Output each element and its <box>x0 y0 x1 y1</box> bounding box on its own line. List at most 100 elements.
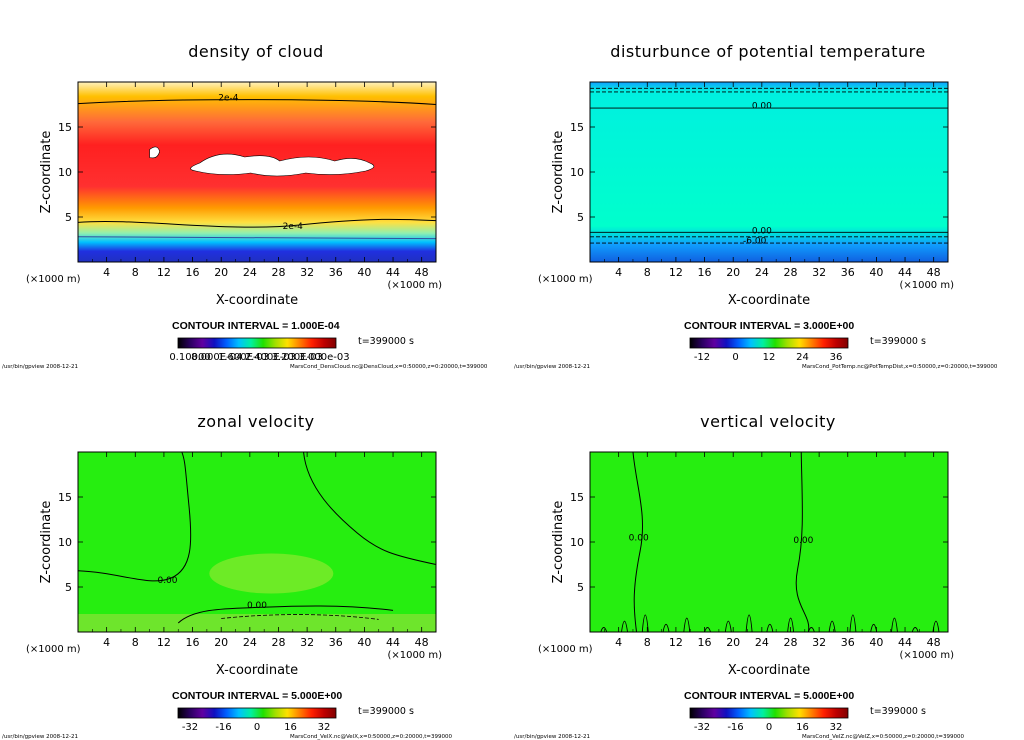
contour-line <box>221 614 379 620</box>
contour-line <box>600 627 608 633</box>
x-unit-label-left: (×1000 m) <box>26 644 81 655</box>
contour-line <box>77 218 437 228</box>
x-tick-label: 24 <box>243 636 257 649</box>
x-tick-label: 44 <box>898 636 912 649</box>
colorbar-label: 32 <box>318 722 331 733</box>
x-axis-label: X-coordinate <box>216 663 298 678</box>
colorbar-label: 3.200E-03 <box>272 352 323 363</box>
x-tick-label: 12 <box>669 636 683 649</box>
colorbar-label: 16 <box>284 722 297 733</box>
y-tick-label: 10 <box>58 166 72 179</box>
x-tick-label: 12 <box>669 266 683 279</box>
x-tick-label: 16 <box>186 266 200 279</box>
contour-line <box>766 623 774 633</box>
colorbar <box>689 337 849 349</box>
x-tick-label: 32 <box>812 636 826 649</box>
x-axis-label: X-coordinate <box>728 663 810 678</box>
x-tick-label: 24 <box>755 266 769 279</box>
colorbar-label: 0 <box>732 352 738 363</box>
x-tick-label: 20 <box>726 266 740 279</box>
field-group <box>77 82 437 262</box>
x-tick-label: 8 <box>132 266 139 279</box>
cloud-patch <box>190 153 375 177</box>
footer-left: /usr/bin/gpview 2008-12-21 <box>514 364 591 370</box>
contour-label: 0.00 <box>793 536 813 546</box>
x-tick-label: 32 <box>812 266 826 279</box>
panel-vertical-velocity: vertical velocity 0.00 0.00 4 8 12 16 20 24 28 32… <box>512 370 1024 740</box>
footer-right: MarsCond_VelZ.nc@VelZ,x=0:50000,z=0:2000… <box>802 734 965 740</box>
colorbar-label: -16 <box>215 722 231 733</box>
colorbar-label: 12 <box>763 352 776 363</box>
panel-potential-temperature: disturbunce of potential temperature 0.0… <box>512 0 1024 370</box>
y-tick-label: 15 <box>570 121 584 134</box>
colorbar <box>689 707 849 719</box>
contour-label: 2e-4 <box>218 93 239 103</box>
y-axis-label: Z-coordinate <box>39 131 54 214</box>
colorbar-label: -12 <box>694 352 710 363</box>
colorbar-label: 3.000e-03 <box>298 352 349 363</box>
y-axis-label: Z-coordinate <box>39 501 54 584</box>
contour-line <box>828 620 836 633</box>
chart-title: zonal velocity <box>197 412 315 431</box>
x-tick-label: 44 <box>386 266 400 279</box>
contour-line <box>849 614 857 633</box>
colorbar-label: 32 <box>830 722 843 733</box>
contour-interval: CONTOUR INTERVAL = 5.000E+00 <box>684 690 855 702</box>
y-axis-label: Z-coordinate <box>551 131 566 214</box>
x-tick-label: 48 <box>415 636 429 649</box>
chart-svg: 2e-42e-44 8 12 16 20 24 28 32 36 40 44 4851015(×100… <box>26 81 442 363</box>
footer-right: MarsCond_PotTemp.nc@PotTempDist,x=0:5000… <box>802 364 998 370</box>
contour-line <box>641 614 649 633</box>
x-tick-label: 20 <box>214 636 228 649</box>
contour-line <box>303 451 437 565</box>
contour-interval: CONTOUR INTERVAL = 5.000E+00 <box>172 690 343 702</box>
footer-right: MarsCond_DensCloud.nc@DensCloud,x=0:5000… <box>290 364 488 370</box>
x-tick-label: 36 <box>841 636 855 649</box>
field-background <box>590 452 948 632</box>
x-tick-label: 28 <box>783 266 797 279</box>
x-tick-label: 8 <box>132 636 139 649</box>
field-background <box>78 452 436 632</box>
y-tick-label: 5 <box>577 581 584 594</box>
x-tick-label: 40 <box>869 636 883 649</box>
x-tick-label: 20 <box>726 636 740 649</box>
contour-line <box>704 627 711 633</box>
contour-line <box>77 99 437 105</box>
time-label: t=399000 s <box>358 336 414 347</box>
field-patch <box>78 614 436 632</box>
x-tick-label: 28 <box>271 636 285 649</box>
x-tick-label: 12 <box>157 266 171 279</box>
x-tick-label: 4 <box>615 636 622 649</box>
footer-left: /usr/bin/gpview 2008-12-21 <box>514 734 591 740</box>
contour-line <box>787 617 795 633</box>
x-unit-label-left: (×1000 m) <box>538 644 593 655</box>
x-tick-label: 28 <box>783 636 797 649</box>
x-tick-label: 44 <box>898 266 912 279</box>
contour-line <box>724 620 732 633</box>
colorbar-label: 8.000E-04 <box>191 352 242 363</box>
contour-line <box>77 451 192 582</box>
y-tick-label: 5 <box>65 211 72 224</box>
colorbar-label: -16 <box>727 722 743 733</box>
x-tick-label: 16 <box>186 636 200 649</box>
x-unit-label-right: (×1000 m) <box>387 650 442 661</box>
x-tick-label: 32 <box>300 266 314 279</box>
x-tick-label: 4 <box>103 266 110 279</box>
cloud-patch <box>149 146 160 159</box>
x-tick-label: 16 <box>698 266 712 279</box>
x-tick-label: 40 <box>357 636 371 649</box>
x-tick-label: 8 <box>644 266 651 279</box>
colorbar-label: 24 <box>796 352 809 363</box>
colorbar-label: 16 <box>796 722 809 733</box>
contour-line <box>911 627 919 633</box>
x-tick-label: 12 <box>157 636 171 649</box>
y-axis-label: Z-coordinate <box>551 501 566 584</box>
time-label: t=399000 s <box>870 706 926 717</box>
x-tick-label: 48 <box>927 636 941 649</box>
x-tick-label: 28 <box>271 266 285 279</box>
contour-line <box>683 617 691 633</box>
chart-svg: 0.000.00-6.004 8 12 16 20 24 28 32 36 40 44 4851015… <box>538 81 954 363</box>
x-unit-label-left: (×1000 m) <box>26 274 81 285</box>
